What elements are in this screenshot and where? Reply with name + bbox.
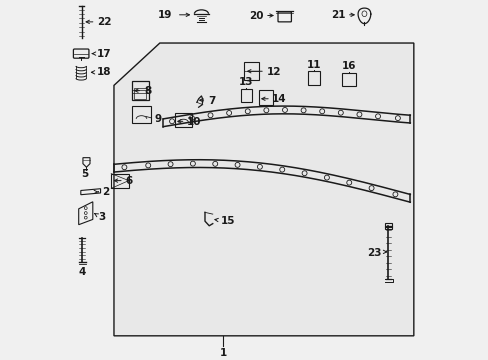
Text: 19: 19 (158, 10, 172, 20)
Text: 13: 13 (239, 77, 253, 87)
Text: 9: 9 (154, 114, 162, 124)
Text: 2: 2 (102, 187, 109, 197)
Text: 20: 20 (248, 10, 263, 21)
Polygon shape (114, 43, 413, 336)
Text: 21: 21 (330, 10, 345, 20)
Text: 8: 8 (143, 86, 151, 96)
Text: 3: 3 (98, 212, 105, 222)
Text: 11: 11 (306, 60, 321, 70)
Text: 10: 10 (186, 117, 201, 127)
Text: 16: 16 (341, 61, 355, 71)
Text: 17: 17 (97, 49, 111, 59)
Text: 7: 7 (207, 96, 215, 106)
Text: 4: 4 (79, 267, 86, 278)
Text: 22: 22 (97, 17, 111, 27)
Text: 15: 15 (220, 216, 235, 226)
Text: 1: 1 (219, 348, 226, 358)
Text: 12: 12 (266, 67, 280, 77)
Text: 18: 18 (97, 67, 111, 77)
Text: 6: 6 (125, 176, 133, 186)
Text: 14: 14 (271, 94, 286, 104)
Text: 5: 5 (81, 169, 88, 179)
Text: 23: 23 (366, 248, 381, 258)
